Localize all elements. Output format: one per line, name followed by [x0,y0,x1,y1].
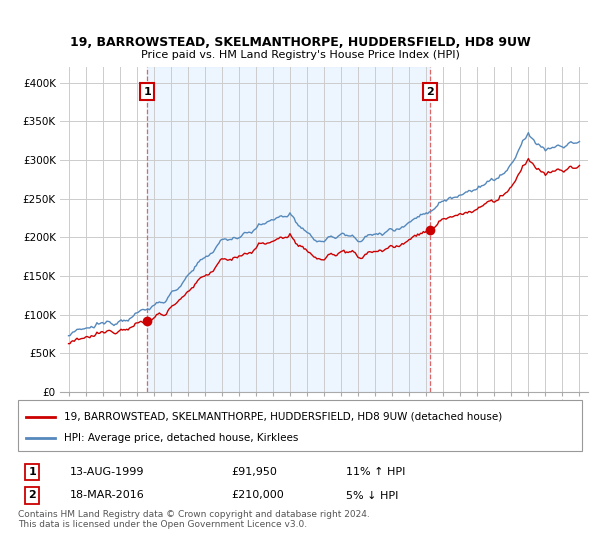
Bar [147,67,430,392]
Text: Contains HM Land Registry data © Crown copyright and database right 2024.
This d: Contains HM Land Registry data © Crown c… [18,510,370,529]
Text: 19, BARROWSTEAD, SKELMANTHORPE, HUDDERSFIELD, HD8 9UW (detached house): 19, BARROWSTEAD, SKELMANTHORPE, HUDDERSF… [64,412,502,422]
Text: 18-MAR-2016: 18-MAR-2016 [70,491,145,501]
Text: 2: 2 [426,87,434,96]
Text: £91,950: £91,950 [231,467,277,477]
Text: 5% ↓ HPI: 5% ↓ HPI [346,491,398,501]
Text: Price paid vs. HM Land Registry's House Price Index (HPI): Price paid vs. HM Land Registry's House … [140,50,460,60]
Text: 19, BARROWSTEAD, SKELMANTHORPE, HUDDERSFIELD, HD8 9UW: 19, BARROWSTEAD, SKELMANTHORPE, HUDDERSF… [70,36,530,49]
Text: £210,000: £210,000 [231,491,284,501]
Text: 2: 2 [28,491,36,501]
Text: 13-AUG-1999: 13-AUG-1999 [70,467,144,477]
Text: HPI: Average price, detached house, Kirklees: HPI: Average price, detached house, Kirk… [64,433,298,443]
FancyBboxPatch shape [18,400,582,451]
Text: 11% ↑ HPI: 11% ↑ HPI [346,467,406,477]
Text: 1: 1 [143,87,151,96]
Text: 1: 1 [28,467,36,477]
